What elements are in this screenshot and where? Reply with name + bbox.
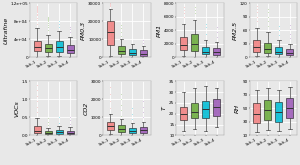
PathPatch shape xyxy=(265,100,271,120)
PathPatch shape xyxy=(180,37,187,50)
PathPatch shape xyxy=(107,122,114,130)
PathPatch shape xyxy=(191,34,198,51)
PathPatch shape xyxy=(129,128,136,133)
PathPatch shape xyxy=(45,131,52,134)
PathPatch shape xyxy=(56,41,62,52)
PathPatch shape xyxy=(56,130,62,134)
PathPatch shape xyxy=(254,103,260,123)
PathPatch shape xyxy=(275,102,282,122)
PathPatch shape xyxy=(107,21,114,45)
PathPatch shape xyxy=(129,49,136,55)
PathPatch shape xyxy=(275,47,282,54)
Y-axis label: PM2.5: PM2.5 xyxy=(233,21,238,40)
Y-axis label: Ultrafine: Ultrafine xyxy=(3,17,8,44)
PathPatch shape xyxy=(202,101,209,118)
PathPatch shape xyxy=(254,40,260,52)
Y-axis label: PM1: PM1 xyxy=(157,24,162,37)
PathPatch shape xyxy=(118,46,125,54)
PathPatch shape xyxy=(265,43,271,53)
Y-axis label: VOCs: VOCs xyxy=(14,100,19,117)
Y-axis label: T: T xyxy=(162,106,167,110)
PathPatch shape xyxy=(140,50,147,56)
PathPatch shape xyxy=(34,41,40,51)
PathPatch shape xyxy=(180,107,187,120)
PathPatch shape xyxy=(45,44,52,52)
Y-axis label: RH: RH xyxy=(235,104,240,113)
PathPatch shape xyxy=(118,125,125,132)
PathPatch shape xyxy=(286,98,293,118)
PathPatch shape xyxy=(34,126,40,133)
PathPatch shape xyxy=(140,127,147,133)
Y-axis label: PM0.3: PM0.3 xyxy=(81,21,86,40)
PathPatch shape xyxy=(67,131,73,134)
PathPatch shape xyxy=(213,99,220,116)
PathPatch shape xyxy=(213,48,220,55)
PathPatch shape xyxy=(202,47,209,54)
PathPatch shape xyxy=(67,45,73,53)
PathPatch shape xyxy=(286,49,293,55)
PathPatch shape xyxy=(191,103,198,118)
Y-axis label: CO2: CO2 xyxy=(84,102,88,115)
